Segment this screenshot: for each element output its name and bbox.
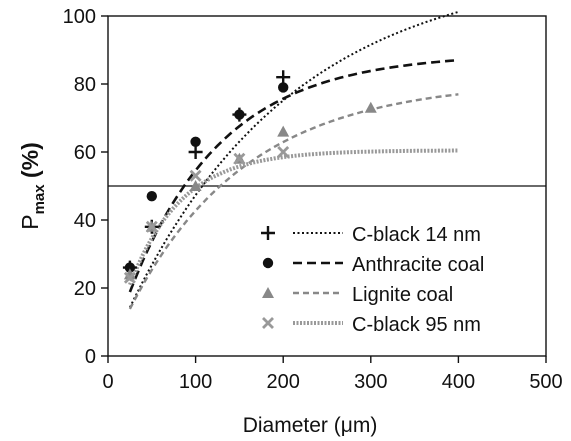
x-axis-label-text: Diameter ( [243, 414, 341, 437]
plot-frame [107, 15, 547, 357]
data-markers [122, 70, 377, 284]
data-point-circle [124, 262, 136, 273]
legend-label: C-black 14 nm [352, 224, 481, 246]
x-tick-label: 0 [102, 371, 113, 393]
fit-curve [128, 148, 459, 286]
x-axis-label: Diameter (μm) [243, 414, 378, 437]
x-tick-label: 500 [529, 371, 562, 393]
data-point-circle [278, 82, 289, 93]
y-axis-label-suffix: (%) [17, 142, 43, 184]
y-axis-label-subscript: max [31, 184, 48, 215]
data-point-circle [234, 109, 245, 120]
y-tick-label: 0 [85, 346, 96, 368]
data-point-triangle [189, 180, 202, 191]
data-point-x [123, 271, 136, 284]
data-point-plus [276, 70, 291, 85]
axes: 0 100 200 300 400 500 0 20 40 60 80 100 [63, 6, 563, 393]
x-axis-label-close: ) [370, 414, 377, 437]
y-axis-label-symbol: P [17, 214, 43, 229]
y-tick-label: 40 [74, 210, 96, 232]
data-point-x [189, 169, 202, 182]
data-point-circle [190, 136, 201, 147]
data-point-x [277, 146, 290, 158]
x-tick-label: 300 [354, 371, 387, 393]
data-point-triangle [277, 125, 290, 137]
data-point-plus [188, 145, 203, 159]
data-point-circle [262, 257, 274, 269]
fit-curves [128, 10, 459, 310]
x-tick-label: 100 [179, 371, 212, 393]
data-point-x [145, 220, 158, 233]
data-point-triangle [364, 101, 377, 113]
y-tick-label: 100 [63, 6, 96, 28]
data-point-circle [146, 191, 157, 202]
axis-labels: Diameter (μm) Pmax (%) [17, 142, 377, 437]
legend-label: Lignite coal [352, 284, 453, 306]
legend: C-black 14 nm Anthracite coal Lignite coal… [261, 224, 484, 336]
x-tick-label: 400 [442, 371, 475, 393]
data-point-x [233, 152, 246, 165]
x-axis-unit: μm [341, 414, 371, 437]
fit-curve [128, 58, 459, 293]
legend-label: Anthracite coal [352, 254, 484, 276]
y-tick-label: 20 [74, 278, 96, 300]
legend-label: C-black 95 nm [352, 314, 481, 336]
y-tick-label: 60 [74, 142, 96, 164]
y-axis-label: Pmax (%) [17, 142, 48, 230]
data-point-triangle [262, 287, 274, 298]
fit-curve [128, 93, 459, 310]
x-tick-label: 200 [267, 371, 300, 393]
data-point-x [262, 317, 274, 329]
y-tick-label: 80 [74, 74, 96, 96]
data-point-plus [261, 226, 275, 240]
